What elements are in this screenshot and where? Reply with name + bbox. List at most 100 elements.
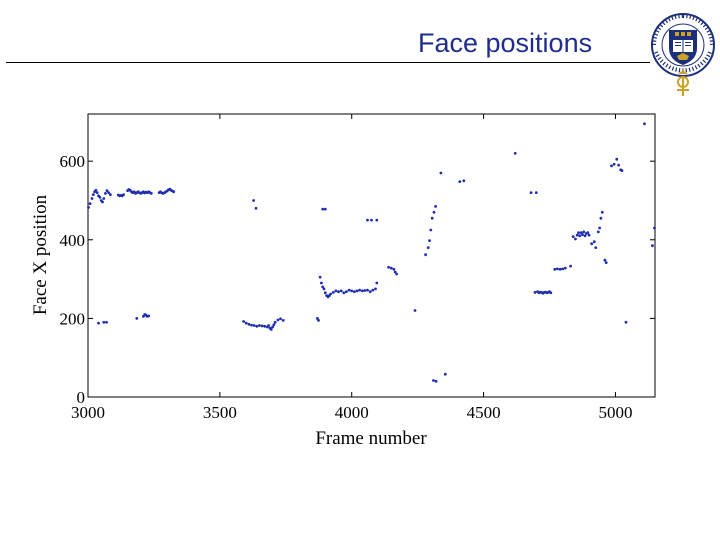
x-axis: 3000 3500 4000 4500 5000: [71, 114, 632, 422]
data-point: [94, 188, 98, 192]
data-point: [339, 289, 343, 293]
data-point: [87, 206, 90, 209]
x-tick-label: 3500: [203, 403, 237, 422]
data-point: [578, 234, 582, 238]
data-point: [604, 261, 608, 264]
data-point: [428, 239, 431, 243]
data-point: [375, 281, 379, 285]
slide-title: Face positions: [418, 28, 593, 58]
data-point: [513, 151, 517, 155]
data-point: [556, 267, 559, 271]
data-point: [375, 218, 379, 222]
data-point: [624, 320, 628, 324]
data-point: [462, 179, 466, 183]
data-point: [534, 191, 538, 195]
data-point: [366, 288, 369, 292]
data-point: [432, 379, 435, 382]
data-point: [90, 197, 94, 200]
data-point: [553, 267, 557, 271]
university-crest-icon: [651, 13, 715, 96]
data-point: [345, 290, 348, 294]
data-point: [587, 233, 591, 237]
data-points: [87, 122, 656, 383]
data-point: [529, 191, 533, 195]
data-point: [571, 235, 575, 239]
x-tick-label: 4000: [335, 403, 369, 422]
data-point: [104, 192, 107, 195]
y-tick-label: 0: [77, 388, 86, 407]
data-point: [610, 164, 613, 168]
data-point: [592, 240, 596, 244]
data-point: [91, 193, 95, 197]
data-point: [577, 231, 580, 235]
data-point: [617, 163, 620, 167]
data-point: [102, 197, 106, 200]
data-point: [458, 180, 462, 184]
data-point: [651, 244, 654, 248]
data-point: [426, 246, 430, 250]
data-point: [269, 328, 273, 331]
data-point: [561, 267, 565, 271]
data-point: [574, 237, 577, 241]
data-point: [242, 320, 246, 323]
data-point: [135, 317, 139, 320]
data-point: [360, 289, 364, 293]
data-point: [172, 190, 176, 194]
data-point: [370, 218, 373, 222]
data-point: [434, 379, 438, 383]
data-point: [392, 267, 396, 271]
data-point: [350, 289, 354, 293]
y-axis-label: Face X position: [30, 194, 51, 315]
data-point: [102, 320, 106, 324]
data-point: [147, 314, 151, 318]
data-point: [252, 199, 256, 202]
x-tick-label: 5000: [598, 403, 632, 422]
data-point: [272, 323, 276, 327]
y-tick-label: 200: [60, 309, 86, 328]
data-point: [533, 291, 537, 294]
data-point: [620, 169, 624, 173]
data-point: [97, 321, 100, 325]
data-point: [579, 231, 583, 235]
data-point: [109, 193, 112, 197]
data-point: [581, 233, 584, 237]
data-point: [443, 372, 447, 376]
data-point: [263, 324, 267, 328]
data-point: [395, 272, 398, 276]
data-point: [430, 216, 434, 220]
data-point: [434, 205, 437, 208]
data-point: [432, 210, 436, 214]
data-point: [413, 309, 417, 312]
data-point: [594, 246, 598, 250]
data-point: [643, 122, 646, 126]
y-tick-label: 600: [60, 152, 86, 171]
data-point: [318, 275, 322, 279]
data-point: [105, 320, 108, 324]
data-point: [107, 191, 110, 195]
x-tick-label: 3000: [71, 403, 105, 422]
data-point: [374, 287, 377, 291]
data-point: [596, 230, 600, 234]
data-point: [329, 292, 332, 296]
x-axis-label: Frame number: [315, 428, 427, 449]
data-point: [105, 189, 109, 193]
data-point: [363, 289, 367, 292]
data-point: [558, 267, 562, 271]
data-point: [615, 157, 619, 161]
data-point: [586, 231, 590, 235]
data-point: [424, 253, 427, 257]
data-point: [389, 266, 393, 270]
data-point: [549, 291, 553, 295]
data-point: [321, 285, 325, 289]
data-point: [323, 207, 327, 211]
data-point: [276, 318, 280, 322]
data-point: [267, 324, 270, 327]
data-point: [88, 202, 92, 206]
data-point: [273, 320, 277, 324]
y-tick-label: 400: [60, 231, 86, 250]
data-point: [569, 264, 572, 268]
data-point: [598, 226, 601, 230]
data-point: [247, 322, 251, 326]
data-point: [101, 200, 104, 204]
